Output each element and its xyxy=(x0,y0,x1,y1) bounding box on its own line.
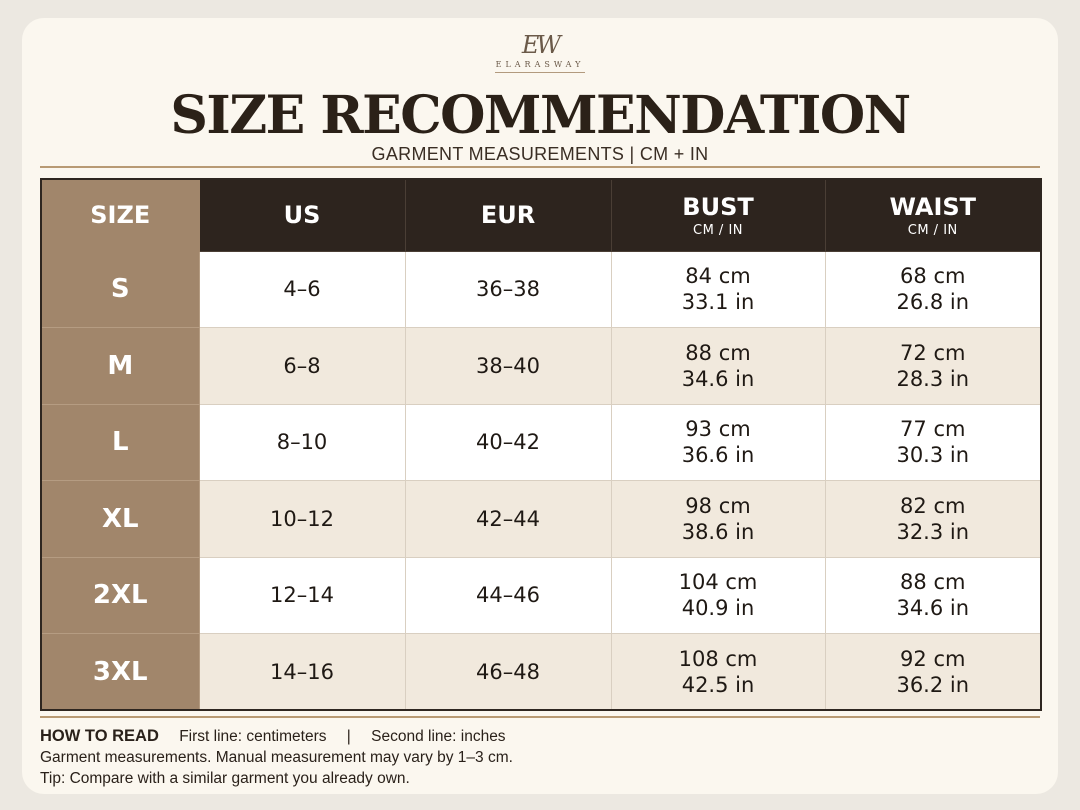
bust-cm: 84 cm xyxy=(685,264,751,289)
header-row: SIZE US EUR BUST CM / IN WAIST CM / IN xyxy=(40,178,1042,252)
table-row: 3XL 14–16 46–48 108 cm 42.5 in 92 cm 36.… xyxy=(40,633,1042,711)
bust-in: 33.1 in xyxy=(681,290,755,315)
first-line-note: First line: centimeters xyxy=(179,728,327,745)
column-header-unit: CM / IN xyxy=(907,222,958,238)
how-to-read-notes: HOW TO READ First line: centimeters | Se… xyxy=(40,726,1040,789)
size-chart-card: EW ELARASWAY SIZE RECOMMENDATION GARMENT… xyxy=(22,18,1058,794)
waist-cm: 68 cm xyxy=(900,264,966,289)
bust-cell: 84 cm 33.1 in xyxy=(610,250,826,328)
waist-cm: 72 cm xyxy=(900,340,966,365)
us-cell: 4–6 xyxy=(198,250,406,328)
bottom-divider xyxy=(40,716,1040,718)
page-subtitle: GARMENT MEASUREMENTS | CM + IN xyxy=(371,144,709,164)
waist-cell: 88 cm 34.6 in xyxy=(824,556,1042,634)
waist-cm: 92 cm xyxy=(900,646,966,671)
brand-underline xyxy=(495,72,585,73)
bust-in: 34.6 in xyxy=(681,366,755,391)
waist-cell: 92 cm 36.2 in xyxy=(824,633,1042,711)
table-body: S 4–6 36–38 84 cm 33.1 in 68 cm 26.8 in … xyxy=(40,250,1042,711)
column-header-label: BUST xyxy=(682,192,754,221)
bust-in: 36.6 in xyxy=(681,443,755,468)
waist-in: 32.3 in xyxy=(896,519,970,544)
column-header-label: EUR xyxy=(480,201,536,230)
table-row: M 6–8 38–40 88 cm 34.6 in 72 cm 28.3 in xyxy=(40,327,1042,405)
note-separator: | xyxy=(346,728,351,745)
waist-cm: 77 cm xyxy=(900,417,966,442)
column-header-eur: EUR xyxy=(404,178,612,252)
bust-cm: 108 cm xyxy=(678,646,758,671)
eur-cell: 36–38 xyxy=(404,250,612,328)
column-header-label: WAIST xyxy=(889,192,977,221)
bust-cell: 98 cm 38.6 in xyxy=(610,480,826,558)
how-to-read-label: HOW TO READ xyxy=(40,727,159,745)
table-row: L 8–10 40–42 93 cm 36.6 in 77 cm 30.3 in xyxy=(40,403,1042,481)
us-cell: 8–10 xyxy=(198,403,406,481)
bust-cell: 88 cm 34.6 in xyxy=(610,327,826,405)
bust-in: 38.6 in xyxy=(681,519,755,544)
waist-in: 36.2 in xyxy=(896,672,970,697)
waist-cm: 82 cm xyxy=(900,493,966,518)
column-header-waist: WAIST CM / IN xyxy=(824,178,1042,252)
size-cell: L xyxy=(40,403,200,481)
waist-cell: 68 cm 26.8 in xyxy=(824,250,1042,328)
table-row: 2XL 12–14 44–46 104 cm 40.9 in 88 cm 34.… xyxy=(40,556,1042,634)
bust-in: 42.5 in xyxy=(681,672,755,697)
waist-cm: 88 cm xyxy=(900,570,966,595)
eur-cell: 44–46 xyxy=(404,556,612,634)
waist-cell: 77 cm 30.3 in xyxy=(824,403,1042,481)
us-cell: 10–12 xyxy=(198,480,406,558)
brand-logo: EW ELARASWAY xyxy=(22,32,1058,73)
eur-cell: 38–40 xyxy=(404,327,612,405)
tip-note: Tip: Compare with a similar garment you … xyxy=(40,770,410,787)
column-header-label: US xyxy=(283,201,321,230)
waist-in: 28.3 in xyxy=(896,366,970,391)
waist-cell: 82 cm 32.3 in xyxy=(824,480,1042,558)
bust-cell: 104 cm 40.9 in xyxy=(610,556,826,634)
eur-cell: 42–44 xyxy=(404,480,612,558)
bust-cm: 93 cm xyxy=(685,417,751,442)
eur-cell: 46–48 xyxy=(404,633,612,711)
brand-monogram: EW xyxy=(521,31,561,59)
column-header-label: SIZE xyxy=(90,201,151,230)
us-cell: 14–16 xyxy=(198,633,406,711)
eur-cell: 40–42 xyxy=(404,403,612,481)
us-cell: 12–14 xyxy=(198,556,406,634)
us-cell: 6–8 xyxy=(198,327,406,405)
bust-cm: 98 cm xyxy=(685,493,751,518)
column-header-bust: BUST CM / IN xyxy=(610,178,826,252)
size-cell: XL xyxy=(40,480,200,558)
table-row: XL 10–12 42–44 98 cm 38.6 in 82 cm 32.3 … xyxy=(40,480,1042,558)
how-to-read-line: HOW TO READ First line: centimeters | Se… xyxy=(40,726,1040,747)
size-cell: M xyxy=(40,327,200,405)
column-header-us: US xyxy=(198,178,406,252)
waist-in: 26.8 in xyxy=(896,290,970,315)
column-header-size: SIZE xyxy=(40,178,200,252)
waist-in: 30.3 in xyxy=(896,443,970,468)
bust-in: 40.9 in xyxy=(681,596,755,621)
page-title: SIZE RECOMMENDATION xyxy=(170,85,911,146)
waist-in: 34.6 in xyxy=(896,596,970,621)
bust-cm: 104 cm xyxy=(678,570,758,595)
second-line-note: Second line: inches xyxy=(371,728,506,745)
table-row: S 4–6 36–38 84 cm 33.1 in 68 cm 26.8 in xyxy=(40,250,1042,328)
size-table: SIZE US EUR BUST CM / IN WAIST CM / IN xyxy=(40,178,1042,711)
disclaimer-note: Garment measurements. Manual measurement… xyxy=(40,749,513,766)
table-header: SIZE US EUR BUST CM / IN WAIST CM / IN xyxy=(40,178,1042,252)
top-divider xyxy=(40,166,1040,168)
brand-name: ELARASWAY xyxy=(495,60,585,69)
bust-cell: 108 cm 42.5 in xyxy=(610,633,826,711)
size-cell: 3XL xyxy=(40,633,200,711)
waist-cell: 72 cm 28.3 in xyxy=(824,327,1042,405)
column-header-unit: CM / IN xyxy=(693,222,743,238)
size-cell: S xyxy=(40,250,200,328)
bust-cell: 93 cm 36.6 in xyxy=(610,403,826,481)
bust-cm: 88 cm xyxy=(685,340,751,365)
size-cell: 2XL xyxy=(40,556,200,634)
